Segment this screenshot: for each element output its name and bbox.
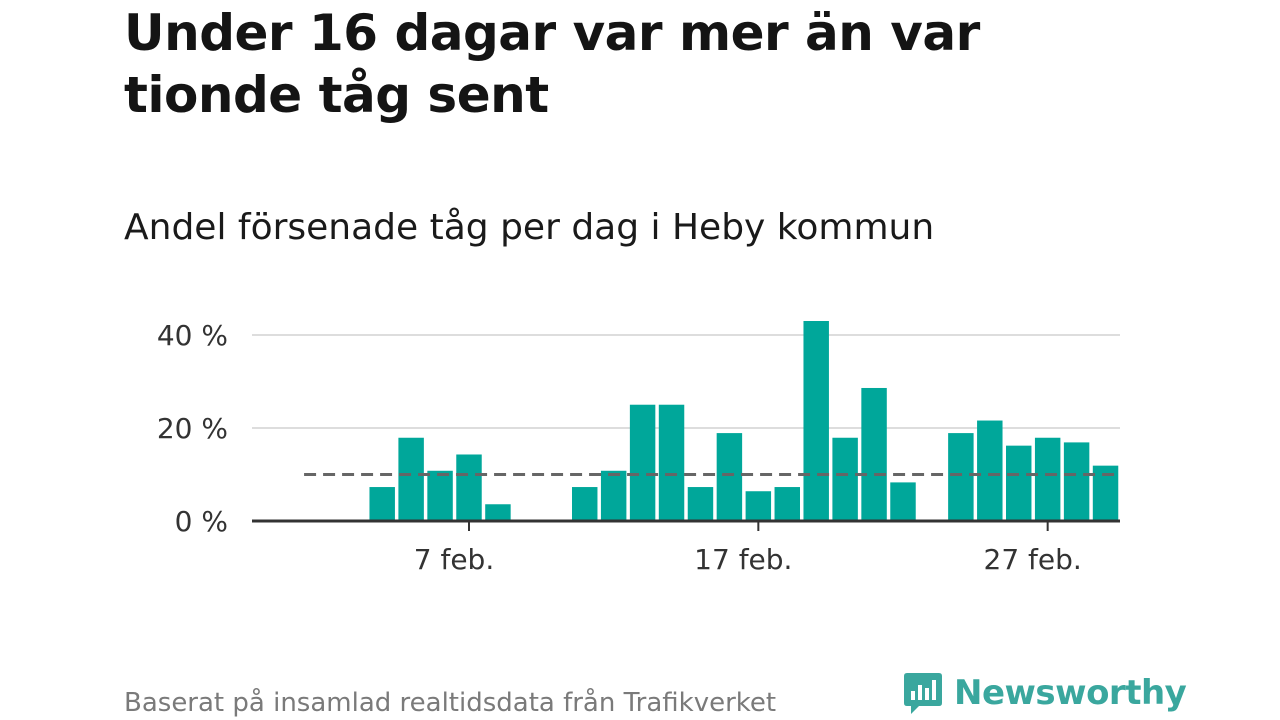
bar [977, 420, 1003, 521]
newsworthy-logo-icon [904, 673, 942, 714]
y-tick-label: 0 % [175, 505, 228, 538]
chart-title: Under 16 dagar var mer än var tionde tåg… [124, 4, 980, 124]
y-tick-label: 20 % [157, 412, 228, 445]
bar [832, 437, 858, 521]
bar [1034, 437, 1061, 521]
bar [456, 454, 482, 521]
x-tick-label: 7 feb. [414, 543, 494, 576]
bar [369, 487, 395, 521]
y-tick-label: 40 % [157, 319, 228, 352]
axes: 0 % 20 % 40 % 7 feb. 17 feb. 27 feb. [157, 319, 1120, 576]
bar [890, 482, 916, 521]
bar [600, 470, 627, 521]
newsworthy-logo-text: Newsworthy [954, 673, 1187, 713]
bar [716, 433, 743, 521]
newsworthy-logo: Newsworthy [902, 670, 1187, 716]
bar [774, 487, 800, 521]
x-tick-label: 27 feb. [984, 543, 1082, 576]
bar [1006, 445, 1032, 521]
bar [658, 404, 685, 521]
bar [485, 504, 511, 521]
gridlines [252, 333, 1120, 429]
bar [803, 321, 829, 521]
bar [629, 404, 656, 521]
chart-subtitle: Andel försenade tåg per dag i Heby kommu… [124, 207, 935, 248]
bar [948, 433, 974, 521]
bar [861, 387, 887, 521]
bar [687, 487, 714, 521]
bar [745, 491, 772, 521]
bar [427, 470, 453, 521]
bar [1063, 442, 1090, 521]
bars [369, 321, 1119, 521]
x-tick-label: 17 feb. [694, 543, 792, 576]
source-note: Baserat på insamlad realtidsdata från Tr… [124, 688, 777, 718]
bar [572, 487, 598, 521]
bar [398, 437, 424, 521]
